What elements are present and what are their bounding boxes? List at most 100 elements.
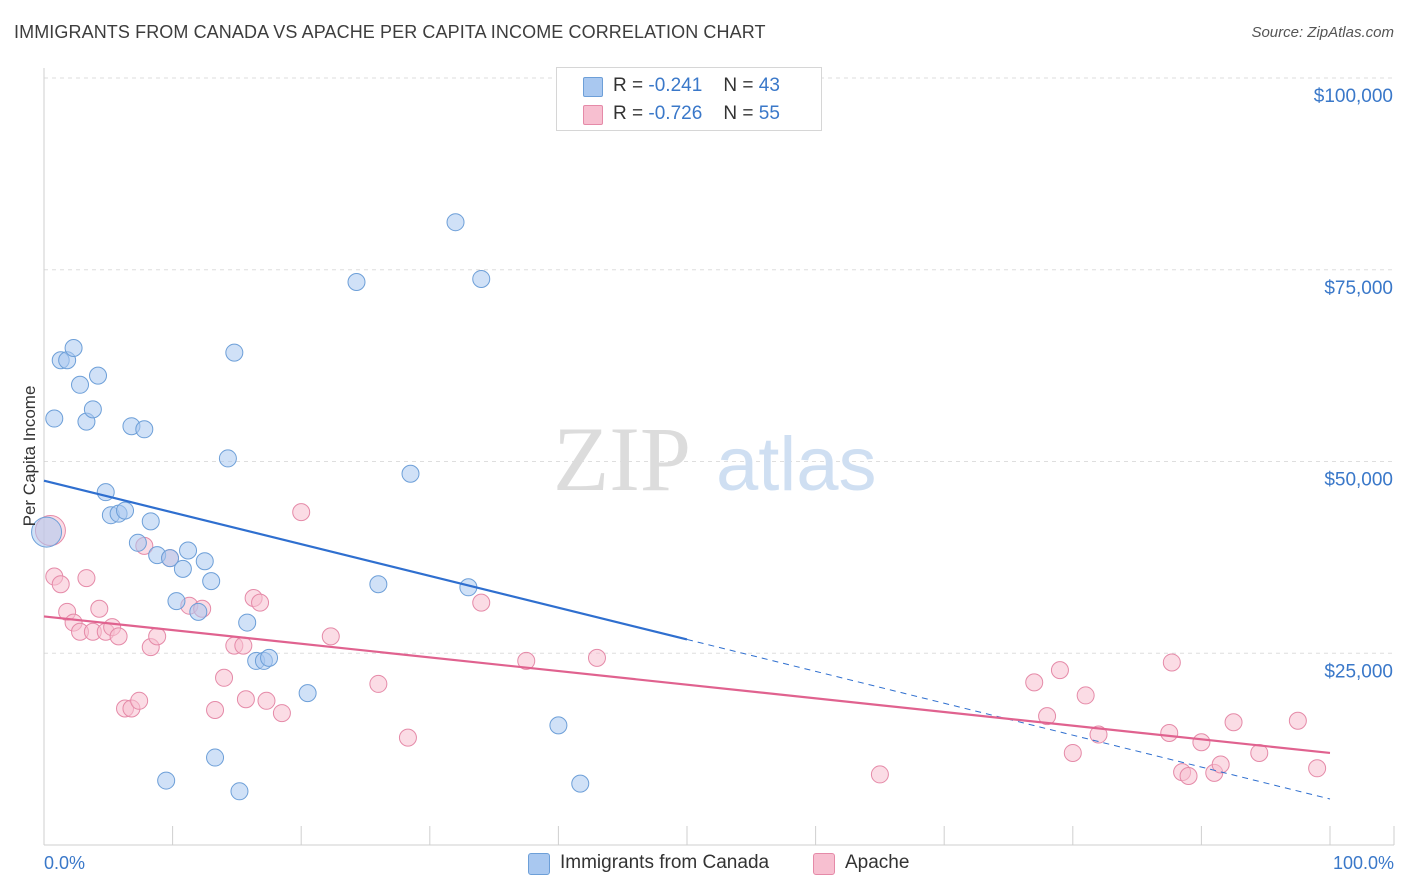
apache-point [1224, 713, 1243, 732]
y-tick-label: $75,000 [1324, 278, 1393, 299]
trend-lines [43, 479, 1331, 800]
apache-point [369, 674, 388, 693]
canada-point [157, 771, 176, 790]
stats-n-label: N = [723, 103, 754, 124]
stats-r-value: -0.726 [648, 103, 703, 124]
canada-point [571, 774, 590, 793]
canada-point [206, 748, 225, 767]
apache-trend-line [43, 615, 1331, 755]
legend-swatch-apache [813, 853, 835, 875]
canada-point [218, 449, 237, 468]
apache-point [206, 701, 225, 720]
apache-point [472, 593, 491, 612]
apache-point [1308, 759, 1327, 778]
apache-point [236, 690, 255, 709]
y-tick-labels: $25,000 $50,000 $75,000 $100,000 [1314, 86, 1393, 682]
apache-point [109, 627, 128, 646]
canada-point [141, 512, 160, 531]
apache-point [292, 503, 311, 522]
canada-point [472, 269, 491, 288]
canada-point [128, 533, 147, 552]
apache-point [148, 627, 167, 646]
apache-point [1162, 653, 1181, 672]
canada-point [369, 575, 388, 594]
stats-r-label: R = [613, 75, 644, 96]
apache-point [1038, 707, 1057, 726]
apache-point [1160, 724, 1179, 743]
apache-point [1063, 743, 1082, 762]
canada-point [161, 549, 180, 568]
canada-point [195, 552, 214, 571]
apache-point [1179, 766, 1198, 785]
apache-point [870, 765, 889, 784]
canada-point [347, 273, 366, 292]
apache-point [77, 569, 96, 588]
canada-point [135, 420, 154, 439]
apache-point [1211, 755, 1230, 774]
canada-point [179, 541, 198, 560]
chart-title: IMMIGRANTS FROM CANADA VS APACHE PER CAP… [14, 22, 766, 42]
apache-point [272, 704, 291, 723]
watermark-zip: ZIP [553, 408, 691, 510]
canada-point [549, 716, 568, 735]
canada-point [89, 366, 108, 385]
canada-point [167, 592, 186, 611]
apache-point [587, 648, 606, 667]
canada-point [31, 516, 63, 548]
apache-point [1076, 686, 1095, 705]
apache-point [215, 668, 234, 687]
legend-label-apache: Apache [845, 852, 910, 873]
apache-point [51, 575, 70, 594]
y-tick-label: $25,000 [1324, 661, 1393, 682]
y-tick-label: $50,000 [1324, 470, 1393, 491]
apache-point [1192, 733, 1211, 752]
canada-point [189, 602, 208, 621]
legend-swatch-canada [528, 853, 550, 875]
apache-point [130, 691, 149, 710]
apache-points [34, 503, 1327, 785]
apache-point [251, 593, 270, 612]
canada-point [260, 648, 279, 667]
stats-box: R = -0.241 N = 43 R = -0.726 N = 55 [556, 67, 822, 131]
x-tick-label-min: 0.0% [44, 853, 85, 873]
apache-point [398, 728, 417, 747]
stats-n-label: N = [723, 75, 754, 96]
apache-point [1089, 725, 1108, 744]
stats-r-value: -0.241 [648, 75, 703, 96]
stats-swatch-canada [583, 77, 603, 97]
apache-point [1288, 711, 1307, 730]
watermark: ZIP atlas [553, 408, 877, 510]
y-axis-label: Per Capita Income [20, 386, 39, 527]
legend-label-canada: Immigrants from Canada [560, 852, 770, 873]
canada-point [225, 343, 244, 362]
apache-point [517, 651, 536, 670]
canada-point [238, 613, 257, 632]
apache-point [321, 627, 340, 646]
canada-point [173, 559, 192, 578]
source-label: Source: ZipAtlas.com [1251, 24, 1394, 41]
canada-points [31, 213, 590, 801]
canada-point [446, 213, 465, 232]
y-tick-label: $100,000 [1314, 86, 1393, 107]
canada-point [64, 338, 83, 357]
canada-point [71, 375, 90, 394]
canada-point [401, 464, 420, 483]
canada-point [202, 572, 221, 591]
canada-point [230, 782, 249, 801]
apache-point [1025, 673, 1044, 692]
canada-point [298, 684, 317, 703]
apache-point [1050, 661, 1069, 680]
stats-n-value: 43 [758, 75, 780, 96]
apache-point [90, 599, 109, 618]
watermark-atlas: atlas [716, 422, 877, 507]
canada-trend-line [43, 479, 688, 641]
stats-r-label: R = [613, 103, 644, 124]
axes [43, 68, 1395, 846]
grid-lines [44, 77, 1394, 654]
stats-n-value: 55 [758, 103, 780, 124]
canada-point [45, 409, 64, 428]
canada-point [116, 501, 135, 520]
canada-point [83, 400, 102, 419]
apache-point [234, 636, 253, 655]
x-tick-label-max: 100.0% [1333, 853, 1394, 873]
